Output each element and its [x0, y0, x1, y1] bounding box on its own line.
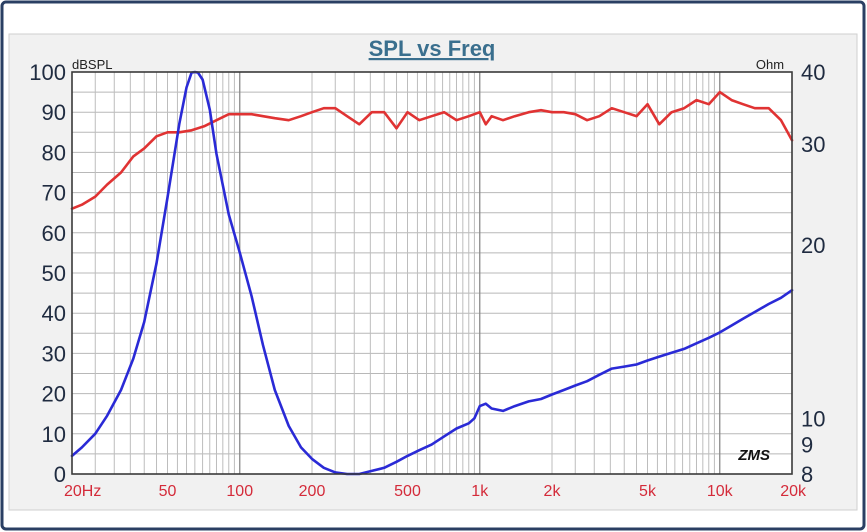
grid-lines	[72, 72, 792, 474]
x-tick-label: 20Hz	[64, 483, 101, 500]
y-left-tick-label: 10	[42, 422, 66, 447]
x-tick-label: 500	[394, 483, 421, 500]
x-tick-label: 2k	[544, 483, 562, 500]
y-right-tick-label: 20	[801, 233, 825, 258]
y-left-tick-label: 60	[42, 221, 66, 246]
x-tick-label: 10k	[707, 483, 734, 500]
y-right-tick-label: 10	[801, 406, 825, 431]
y-right-tick-label: 40	[801, 60, 825, 85]
plot-border	[71, 71, 793, 475]
y-left-tick-label: 0	[54, 462, 66, 487]
chart-title: SPL vs Freq	[369, 36, 496, 61]
y-right-tick-label: 8	[801, 462, 813, 487]
y-left-tick-label: 40	[42, 301, 66, 326]
x-tick-label: 200	[299, 483, 326, 500]
y-left-tick-label: 20	[42, 382, 66, 407]
spl-curve	[70, 90, 794, 210]
y-right-tick-label: 30	[801, 132, 825, 157]
right-unit-label: Ohm	[756, 57, 784, 72]
y-left-tick-label: 100	[29, 60, 66, 85]
y-right-tick-label: 9	[801, 433, 813, 458]
x-tick-label: 20k	[780, 483, 807, 500]
x-tick-label: 50	[159, 483, 177, 500]
y-left-tick-label: 90	[42, 100, 66, 125]
y-left-tick-label: 30	[42, 341, 66, 366]
x-tick-label: 100	[226, 483, 253, 500]
watermark-logo: ZMS	[737, 447, 770, 464]
left-unit-label: dBSPL	[72, 57, 112, 72]
y-left-tick-label: 70	[42, 181, 66, 206]
x-tick-label: 1k	[471, 483, 489, 500]
x-tick-label: 5k	[639, 483, 657, 500]
y-left-tick-label: 80	[42, 140, 66, 165]
y-left-tick-label: 50	[42, 261, 66, 286]
